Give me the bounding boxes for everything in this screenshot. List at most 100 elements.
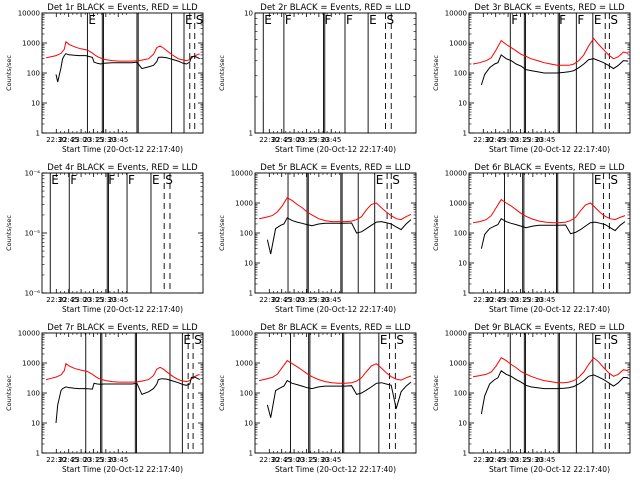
y-tick-label: 100 <box>454 230 467 238</box>
panel-det-2: Det 2r BLACK = Events, RED = LLD Counts/s… <box>218 3 417 154</box>
series-line-lld <box>258 359 412 384</box>
x-axis-label: Start Time (20-Oct-12 22:17:40) <box>275 145 396 154</box>
event-marker-label: S <box>396 333 404 347</box>
x-tick-label: 23:45 <box>108 296 128 304</box>
panel-det-3: Det 3r BLACK = Events, RED = LLD Counts/s… <box>432 3 631 154</box>
x-tick-label: 22:30 <box>259 456 279 464</box>
plot-frame <box>468 332 631 454</box>
y-tick-label: 1000 <box>22 360 40 368</box>
x-tick-label: 23:15 <box>83 136 103 144</box>
x-axis-label: Start Time (20-Oct-12 22:17:40) <box>489 465 610 474</box>
panel-det-4: Det 4r BLACK = Events, RED = LLD Counts/s… <box>5 163 204 314</box>
series-line-lld <box>473 37 629 66</box>
event-marker-label: E <box>88 13 96 27</box>
event-marker-label: S <box>610 13 618 27</box>
x-tick-label: 23:00 <box>498 296 518 304</box>
y-tick-label: 100 <box>240 390 253 398</box>
panel-title: Det 8r BLACK = Events, RED = LLD <box>260 323 411 333</box>
panel-det-5: Det 5r BLACK = Events, RED = LLD Counts/s… <box>218 163 417 314</box>
y-axis-label: Counts/sec <box>432 375 440 411</box>
y-axis-label: Counts/sec <box>5 375 13 411</box>
y-tick-label: 10⁻⁴ <box>25 170 41 178</box>
x-tick-label: 23:00 <box>71 296 91 304</box>
x-tick-label: 23:00 <box>284 136 304 144</box>
panel-title: Det 5r BLACK = Events, RED = LLD <box>260 163 411 173</box>
y-tick-label: 1 <box>463 290 467 298</box>
x-tick-label: 23:30 <box>96 136 116 144</box>
x-tick-label: 23:15 <box>296 456 316 464</box>
event-marker-label: F <box>346 13 353 27</box>
y-tick-label: 1000 <box>22 40 40 48</box>
x-tick-label: 23:45 <box>108 456 128 464</box>
x-tick-label: 23:15 <box>510 136 530 144</box>
x-tick-label: 23:15 <box>296 136 316 144</box>
x-tick-label: 23:00 <box>498 136 518 144</box>
y-tick-label: 10 <box>458 420 467 428</box>
event-marker-label: E <box>51 173 59 187</box>
series-line-lld <box>45 40 200 62</box>
y-tick-label: 1 <box>463 450 467 458</box>
x-tick-label: 23:15 <box>83 296 103 304</box>
x-tick-label: 23:45 <box>535 296 555 304</box>
x-tick-label: 22:30 <box>46 456 66 464</box>
event-marker-label: F <box>70 173 77 187</box>
y-axis-label: Counts/sec <box>432 215 440 251</box>
series-line-events <box>266 379 412 418</box>
x-tick-label: 22:45 <box>59 456 79 464</box>
x-tick-label: 23:45 <box>321 456 341 464</box>
x-tick-label: 23:00 <box>284 296 304 304</box>
y-axis-label: Counts/sec <box>5 215 13 251</box>
y-tick-label: 100 <box>454 390 467 398</box>
event-marker-label: F <box>559 13 566 27</box>
event-marker-label: F <box>577 13 584 27</box>
x-tick-label: 22:45 <box>272 456 292 464</box>
event-marker-label: E <box>376 173 384 187</box>
event-marker-label: E <box>185 13 193 27</box>
x-tick-label: 23:30 <box>309 296 329 304</box>
x-tick-label: 23:45 <box>535 136 555 144</box>
x-tick-label: 23:45 <box>321 136 341 144</box>
y-tick-label: 10 <box>244 420 253 428</box>
panel-title: Det 2r BLACK = Events, RED = LLD <box>260 3 411 13</box>
x-tick-label: 23:45 <box>108 136 128 144</box>
event-marker-label: S <box>165 173 173 187</box>
x-axis-label: Start Time (20-Oct-12 22:17:40) <box>275 465 396 474</box>
y-tick-label: 100 <box>27 70 40 78</box>
y-tick-label: 10⁻⁶ <box>25 290 41 298</box>
panel-det-7: Det 7r BLACK = Events, RED = LLD Counts/s… <box>5 323 204 474</box>
y-tick-label: 10000 <box>445 170 467 178</box>
event-marker-label: S <box>392 173 400 187</box>
y-tick-label: 1000 <box>235 360 253 368</box>
event-marker-label: F <box>128 173 135 187</box>
x-tick-label: 23:00 <box>284 456 304 464</box>
panel-title: Det 1r BLACK = Events, RED = LLD <box>47 3 198 13</box>
y-axis-label: Counts/sec <box>218 55 226 91</box>
plot-frame <box>254 172 417 294</box>
x-axis-label: Start Time (20-Oct-12 22:17:40) <box>489 305 610 314</box>
event-marker-label: F <box>108 173 115 187</box>
series-line-lld <box>259 197 412 223</box>
y-axis-label: Counts/sec <box>432 55 440 91</box>
event-marker-label: E <box>264 13 272 27</box>
plot-frame <box>254 332 417 454</box>
x-tick-label: 23:45 <box>321 296 341 304</box>
x-axis-label: Start Time (20-Oct-12 22:17:40) <box>62 305 183 314</box>
plot-frame <box>254 12 417 134</box>
panel-det-8: Det 8r BLACK = Events, RED = LLD Counts/s… <box>218 323 417 474</box>
x-tick-label: 23:00 <box>71 136 91 144</box>
y-axis-label: Counts/sec <box>218 215 226 251</box>
x-axis-label: Start Time (20-Oct-12 22:17:40) <box>62 145 183 154</box>
x-tick-label: 22:30 <box>259 296 279 304</box>
x-tick-label: 23:30 <box>523 136 543 144</box>
x-tick-label: 22:30 <box>473 296 493 304</box>
event-marker-label: S <box>610 333 618 347</box>
y-tick-label: 10⁻⁵ <box>25 230 41 238</box>
y-tick-label: 100 <box>27 390 40 398</box>
y-tick-label: 10000 <box>445 330 467 338</box>
